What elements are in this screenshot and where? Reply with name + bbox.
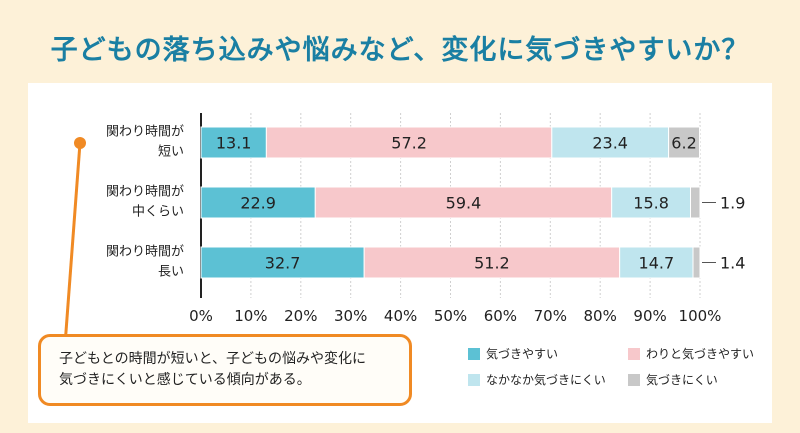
- bar-segment: [551, 126, 670, 159]
- x-tick-label: 20%: [284, 307, 317, 325]
- x-tick-label: 30%: [334, 307, 367, 325]
- data-label: 6.2: [671, 134, 696, 153]
- legend-item-easy: 気づきやすい: [468, 345, 558, 362]
- x-tick-label: 0%: [189, 307, 213, 325]
- legend-label: 気づきにくい: [646, 373, 718, 387]
- category-label: 関わり時間が: [106, 185, 184, 200]
- bar-segment: [690, 186, 701, 219]
- legend-label: わりと気づきやすい: [646, 347, 755, 361]
- data-label: 59.4: [446, 194, 482, 213]
- summary-note-line: 気づきにくいと感じている傾向がある。: [59, 372, 311, 388]
- x-tick-label: 80%: [584, 307, 617, 325]
- category-label: 長い: [158, 265, 184, 280]
- category-label: 短い: [158, 145, 184, 160]
- bar-segment: [265, 126, 553, 159]
- x-tick-label: 10%: [234, 307, 267, 325]
- summary-note-text: 子どもとの時間が短いと、子どもの悩みや変化に 気づきにくいと感じている傾向がある…: [59, 349, 399, 391]
- bar-segment: [668, 126, 701, 159]
- data-label: 32.7: [265, 254, 301, 273]
- legend-item-relatively-easy: わりと気づきやすい: [628, 345, 754, 362]
- legend-swatch: [468, 348, 480, 360]
- legend-swatch: [628, 348, 640, 360]
- category-label: 関わり時間が: [106, 125, 184, 140]
- data-label: 14.7: [639, 254, 675, 273]
- data-label: 15.8: [633, 194, 669, 213]
- data-label: 13.1: [216, 134, 252, 153]
- x-tick-label: 40%: [384, 307, 417, 325]
- category-label: 関わり時間が: [106, 245, 184, 260]
- x-tick-label: 60%: [484, 307, 517, 325]
- legend-item-relatively-hard: なかなか気づきにくい: [468, 371, 606, 388]
- data-label: 1.9: [720, 194, 745, 213]
- x-tick-label: 70%: [534, 307, 567, 325]
- category-label: 中くらい: [132, 205, 184, 220]
- x-tick-label: 50%: [434, 307, 467, 325]
- stacked-bar-chart: 0% 10% 20% 30% 40% 50% 60% 70% 80% 90% 100%関わり時間が短…: [63, 113, 745, 346]
- accent-line: [63, 142, 82, 346]
- data-label: 51.2: [474, 254, 510, 273]
- legend-item-hard: 気づきにくい: [628, 371, 718, 388]
- bar-segment: [200, 246, 365, 279]
- bar-segment: [314, 186, 613, 219]
- legend-swatch: [628, 374, 640, 386]
- legend-label: なかなか気づきにくい: [486, 373, 606, 387]
- legend-swatch: [468, 374, 480, 386]
- data-label: 23.4: [592, 134, 628, 153]
- bar-segment: [611, 186, 692, 219]
- bar-segment: [363, 246, 621, 279]
- data-label: 22.9: [240, 194, 276, 213]
- data-label: 57.2: [391, 134, 427, 153]
- x-tick-label: 100%: [679, 307, 722, 325]
- summary-note: 子どもとの時間が短いと、子どもの悩みや変化に 気づきにくいと感じている傾向がある…: [38, 334, 412, 406]
- data-label: 1.4: [720, 254, 745, 273]
- summary-note-line: 子どもとの時間が短いと、子どもの悩みや変化に: [59, 351, 367, 367]
- legend: 気づきやすい わりと気づきやすい なかなか気づきにくい 気づきにくい: [468, 345, 768, 401]
- legend-label: 気づきやすい: [486, 347, 559, 361]
- chart-title: 子どもの落ち込みや悩みなど、変化に気づきやすいか？: [50, 35, 750, 66]
- bar-segment: [692, 246, 701, 279]
- x-tick-label: 90%: [633, 307, 666, 325]
